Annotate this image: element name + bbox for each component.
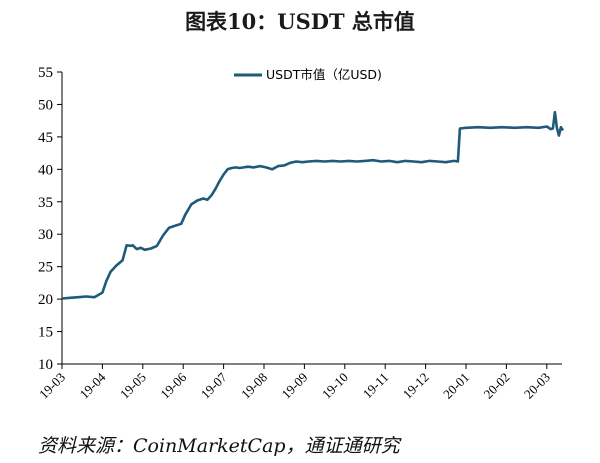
y-tick-label: 50 (38, 97, 53, 113)
series-line-usdt (61, 110, 565, 300)
x-tick-label: 20-02 (480, 370, 512, 402)
y-tick-label: 45 (38, 130, 53, 146)
x-tick-label: 19-04 (76, 369, 108, 401)
x-tick-label: 19-11 (360, 370, 392, 402)
axes (61, 72, 562, 365)
y-tick-label: 35 (38, 195, 53, 211)
y-ticks: 10 15 20 25 30 35 40 45 50 55 (38, 65, 62, 373)
x-ticks: 19-03 19-04 19-05 19-06 19-07 19-08 19-09 19-10… (36, 364, 553, 402)
x-tick-label: 19-10 (319, 370, 351, 402)
x-tick-label: 19-06 (157, 369, 189, 401)
chart-title: 图表10：USDT 总市值 (185, 9, 415, 34)
x-tick-label: 19-07 (198, 369, 230, 401)
y-tick-label: 55 (38, 65, 53, 81)
x-tick-label: 20-01 (440, 370, 472, 402)
x-tick-label: 19-05 (117, 370, 149, 402)
y-tick-label: 40 (38, 162, 53, 178)
x-tick-label: 19-08 (238, 370, 270, 402)
y-tick-label: 30 (38, 227, 53, 243)
x-tick-label: 20-03 (521, 370, 553, 402)
source-note: 资料来源：CoinMarketCap，通证通研究 (38, 435, 400, 457)
y-tick-label: 10 (38, 357, 53, 373)
y-tick-label: 15 (38, 325, 53, 341)
y-tick-label: 25 (38, 260, 53, 276)
legend-label: USDT市值（亿USD) (266, 67, 382, 82)
legend: USDT市值（亿USD) (234, 67, 382, 82)
x-tick-label: 19-03 (36, 370, 68, 402)
x-tick-label: 19-12 (400, 370, 432, 402)
x-tick-label: 19-09 (278, 370, 310, 402)
y-tick-label: 20 (38, 292, 53, 308)
